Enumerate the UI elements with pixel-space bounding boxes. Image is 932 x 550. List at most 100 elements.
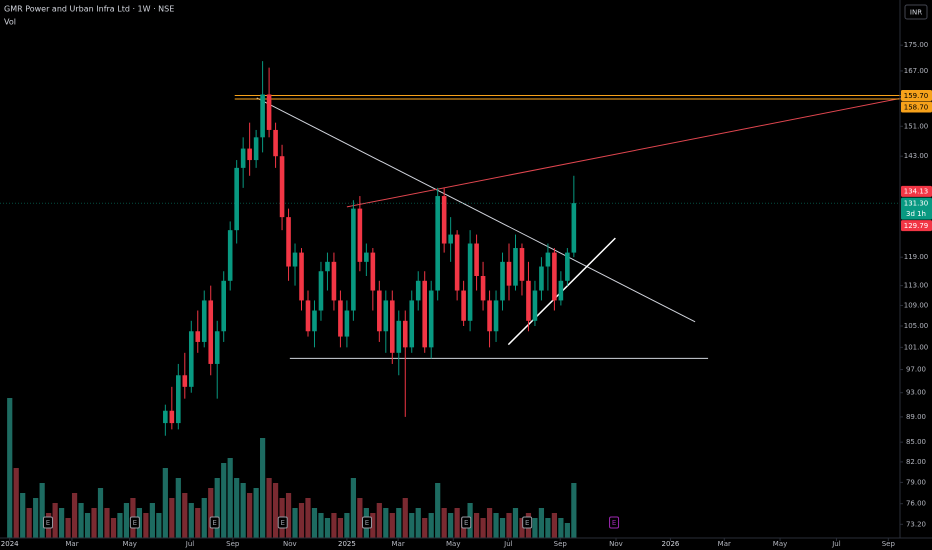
y-tick-label: 167.00 bbox=[904, 67, 929, 75]
volume-bar bbox=[454, 508, 460, 538]
candle-body bbox=[441, 196, 447, 244]
volume-bar bbox=[428, 513, 434, 538]
volume-bar bbox=[240, 483, 246, 538]
candle-body bbox=[357, 208, 363, 262]
y-tick-label: 76.00 bbox=[906, 500, 926, 508]
volume-bar bbox=[486, 508, 493, 538]
price-label-box bbox=[901, 185, 932, 197]
x-tick-label: Nov bbox=[609, 540, 623, 548]
candle-body bbox=[480, 275, 486, 301]
price-label-box bbox=[901, 101, 932, 113]
event-marker bbox=[609, 516, 620, 529]
volume-bar bbox=[143, 513, 149, 538]
volume-bar bbox=[564, 523, 570, 538]
volume-bar bbox=[208, 488, 214, 538]
countdown: 3d 1h bbox=[906, 210, 926, 218]
candle-body bbox=[312, 310, 317, 332]
trend-line bbox=[256, 97, 696, 323]
volume-bar bbox=[370, 513, 376, 538]
event-label: E bbox=[212, 519, 216, 527]
candle-body bbox=[279, 156, 285, 218]
y-tick-label: 101.00 bbox=[904, 343, 929, 351]
volume-bar bbox=[39, 483, 45, 538]
candle-body bbox=[286, 217, 291, 267]
volume-bar bbox=[311, 508, 318, 538]
volume-bar bbox=[337, 518, 344, 538]
drawing-layer bbox=[0, 91, 932, 359]
x-tick-label: Sep bbox=[226, 540, 240, 548]
x-tick-label: Jul bbox=[503, 540, 513, 548]
candle-body bbox=[351, 208, 356, 311]
candle-body bbox=[448, 234, 453, 244]
candle-body bbox=[565, 252, 570, 281]
volume-bar bbox=[26, 508, 32, 538]
volume-bar bbox=[7, 398, 13, 538]
currency[interactable]: INR bbox=[910, 9, 922, 17]
volume-bar bbox=[545, 518, 551, 538]
price-label-box bbox=[901, 197, 932, 220]
x-tick-label: Mar bbox=[65, 540, 78, 548]
candle-body bbox=[532, 290, 538, 321]
y-tick-label: 79.00 bbox=[906, 478, 926, 486]
volume-bar bbox=[188, 503, 194, 538]
volume-bar bbox=[292, 508, 298, 538]
candle-body bbox=[370, 252, 376, 291]
volume-bar bbox=[20, 493, 26, 538]
candle-body bbox=[389, 300, 395, 353]
event-marker bbox=[42, 516, 53, 529]
y-tick-label: 113.00 bbox=[904, 282, 929, 290]
candle-body bbox=[214, 331, 220, 364]
volume-bar bbox=[409, 513, 415, 538]
volume-bar bbox=[260, 438, 266, 538]
candle-body bbox=[396, 320, 402, 353]
x-tick-label: Sep bbox=[554, 540, 568, 548]
volume-bar bbox=[149, 503, 155, 538]
candle-body bbox=[176, 375, 181, 424]
y-tick-label: 175.00 bbox=[904, 41, 929, 49]
candle-body bbox=[467, 243, 473, 321]
volume-bar bbox=[71, 493, 78, 538]
x-tick-label: Mar bbox=[392, 540, 405, 548]
candle-body bbox=[558, 280, 564, 301]
volume-bar bbox=[110, 518, 117, 538]
candle-body bbox=[188, 331, 194, 387]
candle-body bbox=[273, 129, 278, 157]
event-marker bbox=[461, 516, 472, 529]
axis-layer: 175.00 167.00 151.00 143.00 119.00 113.00 109.… bbox=[1, 41, 932, 548]
event-label: E bbox=[612, 519, 616, 527]
volume-bar bbox=[396, 508, 402, 538]
candle-body bbox=[513, 248, 518, 286]
candle-body bbox=[260, 94, 265, 138]
y-tick-label: 93.00 bbox=[906, 389, 926, 397]
price-label: 131.30 bbox=[904, 199, 929, 207]
candle-body bbox=[195, 331, 201, 342]
candle-body bbox=[305, 300, 311, 332]
volume-bar bbox=[506, 513, 512, 538]
volume-bar bbox=[13, 468, 19, 538]
volume-bar bbox=[519, 518, 525, 538]
candle-body bbox=[208, 300, 214, 364]
volume-bar bbox=[84, 513, 91, 538]
candle-body bbox=[234, 167, 239, 231]
candle-body bbox=[519, 248, 525, 281]
price-label: 134.13 bbox=[904, 188, 929, 196]
candle-body bbox=[344, 310, 350, 337]
candle-body bbox=[169, 410, 175, 424]
candle-body bbox=[461, 290, 466, 321]
volume-bar bbox=[266, 478, 272, 538]
candle-body bbox=[506, 261, 512, 286]
volume-bar bbox=[234, 478, 240, 538]
candle-body bbox=[299, 252, 304, 301]
candle-body bbox=[493, 300, 499, 332]
x-tick-label: Jul bbox=[831, 540, 841, 548]
event-marker bbox=[362, 516, 373, 529]
candle-body bbox=[383, 300, 389, 332]
candle-body bbox=[526, 280, 531, 321]
candle-body bbox=[318, 271, 324, 311]
volume-bar bbox=[97, 488, 104, 538]
currency-box[interactable] bbox=[904, 4, 928, 20]
volume-bar bbox=[247, 493, 253, 538]
